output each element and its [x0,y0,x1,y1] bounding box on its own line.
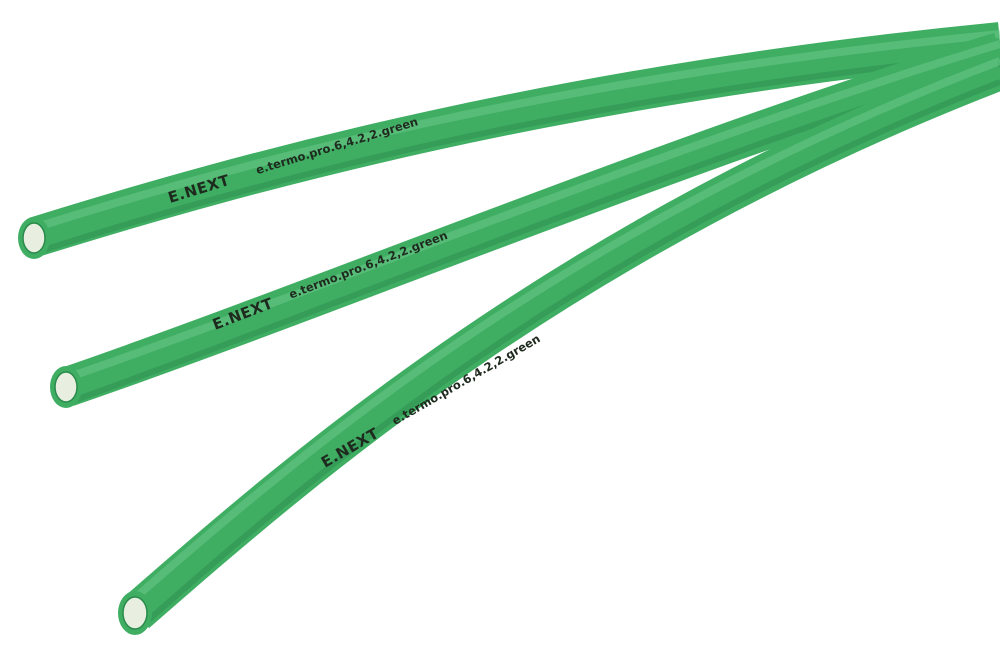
tube-3: E.NEXT e.termo.pro.6,4.2,2.green [118,61,1000,635]
tube-2-opening [55,372,77,402]
tube-3-opening [123,597,147,629]
tube-1-opening [23,223,45,253]
